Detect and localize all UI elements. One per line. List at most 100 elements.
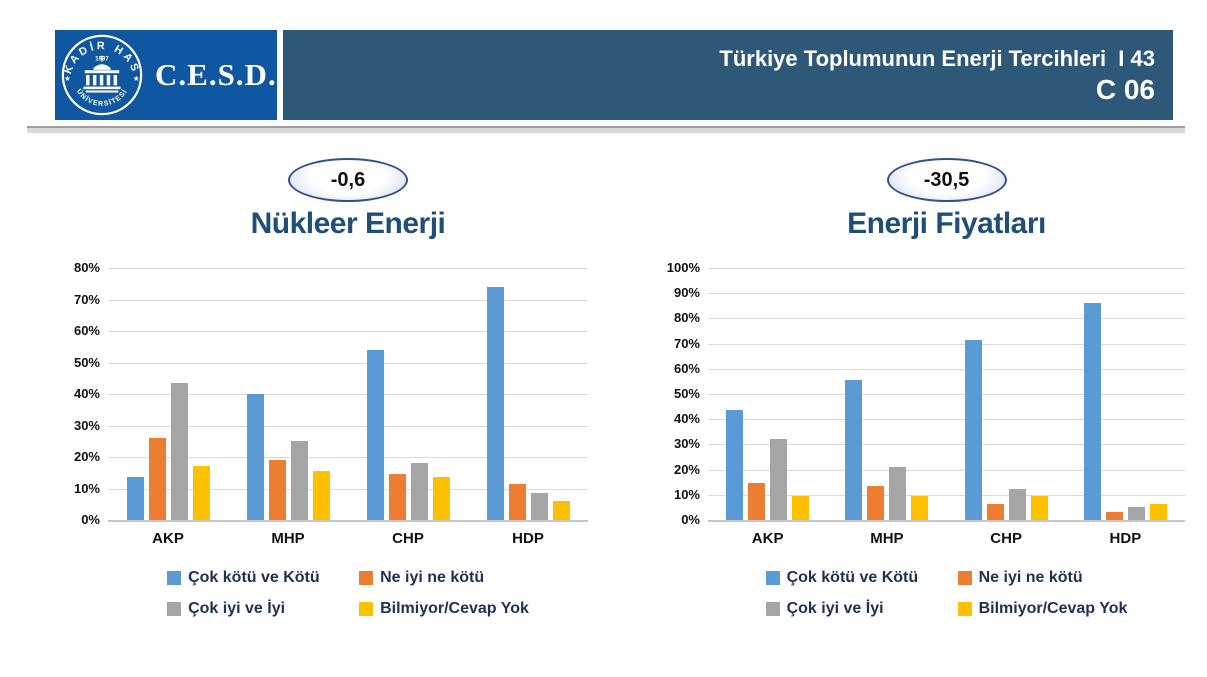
legend-label: Bilmiyor/Cevap Yok	[978, 600, 1128, 617]
bar-groups	[108, 268, 588, 520]
legend-swatch-icon	[765, 571, 780, 585]
plot-area: 0% 10% 20% 30% 40% 50% 60% 70% 80%	[60, 260, 588, 527]
chart-header: -30,5 Enerji Fiyatları	[708, 158, 1185, 242]
y-tick-label: 30%	[673, 436, 700, 452]
bar	[792, 496, 810, 520]
legend-swatch-icon	[359, 571, 374, 585]
y-tick-label: 50%	[73, 354, 100, 370]
legend-grid: Çok kötü ve Kötü Ne iyi ne kötü Çok iyi ve…	[167, 569, 529, 618]
legend-label: Ne iyi ne kötü	[380, 569, 485, 586]
chart-title: Enerji Fiyatları	[847, 207, 1046, 240]
x-axis: AKP MHP CHP HDP	[108, 530, 588, 547]
gridline	[108, 488, 588, 490]
logo-building-icon	[83, 55, 121, 93]
y-tick-label: 70%	[673, 335, 700, 351]
bar	[366, 349, 384, 520]
y-axis: 0% 10% 20% 30% 40% 50% 60% 70% 80%	[60, 260, 108, 527]
y-tick-label: 80%	[73, 260, 100, 275]
x-axis: AKP MHP CHP HDP	[708, 530, 1185, 547]
bar	[530, 493, 548, 520]
gridline	[708, 318, 1185, 320]
legend: Çok kötü ve Kötü Ne iyi ne kötü Çok iyi ve…	[708, 569, 1185, 618]
bar	[246, 394, 264, 520]
legend-label: Çok kötü ve Kötü	[786, 569, 919, 586]
kadir-has-university-seal-icon: KADİR HAS 1997 ÜNİVERSİTESİ ★ ★	[60, 33, 144, 117]
chart-header: -0,6 Nükleer Enerji	[108, 158, 588, 242]
logo-star-right-icon: ★	[133, 74, 140, 83]
bar	[126, 477, 144, 520]
gridline	[108, 299, 588, 301]
bar	[748, 483, 766, 520]
legend-item: Bilmiyor/Cevap Yok	[359, 600, 529, 618]
bar	[290, 441, 308, 520]
bar	[192, 466, 210, 520]
bar	[964, 339, 982, 520]
plot-grid	[108, 268, 588, 522]
bar	[1149, 503, 1167, 520]
legend-swatch-icon	[765, 602, 780, 616]
bar-group-akp	[126, 382, 210, 520]
legend: Çok kötü ve Kötü Ne iyi ne kötü Çok iyi ve…	[108, 569, 588, 618]
bar-group-akp	[726, 410, 810, 520]
score-badge: -0,6	[288, 158, 408, 202]
y-tick-label: 90%	[673, 285, 700, 301]
bar-groups	[708, 268, 1185, 520]
gridline	[108, 331, 588, 332]
org-abbreviation: C.E.S.D.	[155, 57, 277, 92]
legend-label: Bilmiyor/Cevap Yok	[380, 600, 529, 617]
university-logo-box: KADİR HAS 1997 ÜNİVERSİTESİ ★ ★ C.E.S.D.	[55, 30, 277, 120]
gridline	[708, 469, 1185, 471]
legend-item: Çok iyi ve İyi	[167, 600, 359, 618]
legend-item: Çok iyi ve İyi	[765, 600, 958, 618]
bar	[911, 496, 929, 520]
legend-swatch-icon	[957, 602, 972, 616]
bar	[268, 460, 286, 520]
bar	[726, 410, 744, 520]
legend-grid: Çok kötü ve Kötü Ne iyi ne kötü Çok iyi ve…	[765, 569, 1128, 618]
y-tick-label: 30%	[73, 417, 100, 433]
x-tick-label: MHP	[271, 530, 305, 547]
bar	[770, 439, 788, 520]
bar	[986, 503, 1004, 520]
gridline	[708, 368, 1185, 370]
legend-label: Çok kötü ve Kötü	[188, 569, 320, 586]
chart-title: Nükleer Enerji	[250, 207, 446, 240]
bar	[410, 463, 428, 520]
y-tick-label: 20%	[73, 449, 100, 464]
gridline	[708, 394, 1185, 395]
bar	[508, 483, 526, 520]
bar	[867, 485, 885, 520]
legend-item: Çok kötü ve Kötü	[765, 569, 958, 587]
slide-header-bar: Türkiye Toplumunun Enerji Tercihleri I 4…	[283, 30, 1173, 120]
y-tick-label: 100%	[666, 260, 700, 275]
x-tick-label: HDP	[512, 530, 544, 547]
legend-item: Çok kötü ve Kötü	[167, 569, 359, 587]
bar	[170, 382, 188, 520]
legend-swatch-icon	[167, 571, 182, 585]
bar	[1127, 507, 1145, 520]
y-tick-label: 0%	[81, 512, 100, 527]
gridline	[708, 343, 1185, 345]
bar	[845, 380, 863, 520]
plot-area: 0% 10% 20% 30% 40% 50% 60% 70% 80% 90% 100%	[660, 260, 1185, 527]
y-tick-label: 20%	[673, 461, 700, 477]
y-tick-label: 0%	[681, 512, 700, 527]
y-tick-label: 70%	[73, 291, 100, 307]
bar-group-mhp	[246, 394, 330, 520]
legend-swatch-icon	[167, 602, 182, 616]
header-divider	[27, 126, 1185, 133]
legend-item: Bilmiyor/Cevap Yok	[957, 600, 1128, 618]
y-axis: 0% 10% 20% 30% 40% 50% 60% 70% 80% 90% 100%	[660, 260, 708, 527]
bar	[486, 286, 504, 520]
gridline	[108, 425, 588, 427]
legend-label: Çok iyi ve İyi	[188, 600, 286, 617]
y-tick-label: 60%	[673, 360, 700, 376]
bar	[889, 467, 907, 520]
bar-group-hdp	[1083, 303, 1167, 520]
x-tick-label: CHP	[990, 530, 1022, 547]
bar	[1083, 303, 1101, 520]
bar	[1030, 496, 1048, 520]
bar	[312, 471, 330, 520]
legend-swatch-icon	[957, 571, 972, 585]
